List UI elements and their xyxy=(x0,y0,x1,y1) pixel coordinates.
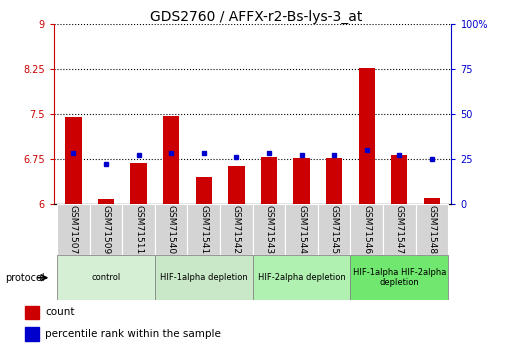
Bar xyxy=(90,204,122,255)
Text: GSM71541: GSM71541 xyxy=(199,205,208,254)
Text: GSM71548: GSM71548 xyxy=(427,205,437,254)
Bar xyxy=(326,158,342,204)
Text: HIF-2alpha depletion: HIF-2alpha depletion xyxy=(258,273,345,282)
Bar xyxy=(65,117,82,204)
Bar xyxy=(122,204,155,255)
Text: count: count xyxy=(45,307,75,317)
Bar xyxy=(359,68,375,204)
Bar xyxy=(391,155,407,204)
Bar xyxy=(155,204,187,255)
Bar xyxy=(98,199,114,204)
Text: GSM71540: GSM71540 xyxy=(167,205,175,254)
Bar xyxy=(252,204,285,255)
Text: GSM71546: GSM71546 xyxy=(362,205,371,254)
Bar xyxy=(350,255,448,300)
Bar xyxy=(163,116,180,204)
Bar xyxy=(25,306,40,319)
Bar xyxy=(195,177,212,204)
Bar xyxy=(220,204,252,255)
Bar xyxy=(383,204,416,255)
Text: percentile rank within the sample: percentile rank within the sample xyxy=(45,329,221,339)
Bar xyxy=(57,255,155,300)
Bar xyxy=(57,204,90,255)
Bar xyxy=(424,198,440,204)
Text: HIF-1alpha depletion: HIF-1alpha depletion xyxy=(160,273,248,282)
Bar xyxy=(350,204,383,255)
Bar xyxy=(228,166,245,204)
Bar xyxy=(25,327,40,341)
Text: GSM71545: GSM71545 xyxy=(330,205,339,254)
Text: GSM71542: GSM71542 xyxy=(232,205,241,254)
Bar xyxy=(187,204,220,255)
Bar xyxy=(252,255,350,300)
Text: control: control xyxy=(91,273,121,282)
Text: GSM71543: GSM71543 xyxy=(264,205,273,254)
Bar xyxy=(155,255,252,300)
Text: GSM71511: GSM71511 xyxy=(134,205,143,254)
Bar xyxy=(318,204,350,255)
Bar xyxy=(130,163,147,204)
Text: GDS2760 / AFFX-r2-Bs-lys-3_at: GDS2760 / AFFX-r2-Bs-lys-3_at xyxy=(150,10,363,24)
Text: HIF-1alpha HIF-2alpha
depletion: HIF-1alpha HIF-2alpha depletion xyxy=(352,268,446,287)
Text: protocol: protocol xyxy=(5,273,45,283)
Text: GSM71547: GSM71547 xyxy=(395,205,404,254)
Bar xyxy=(416,204,448,255)
Text: GSM71544: GSM71544 xyxy=(297,205,306,254)
Text: GSM71509: GSM71509 xyxy=(102,205,110,254)
Text: GSM71507: GSM71507 xyxy=(69,205,78,254)
Bar xyxy=(285,204,318,255)
Bar xyxy=(293,158,310,204)
Bar xyxy=(261,157,277,204)
